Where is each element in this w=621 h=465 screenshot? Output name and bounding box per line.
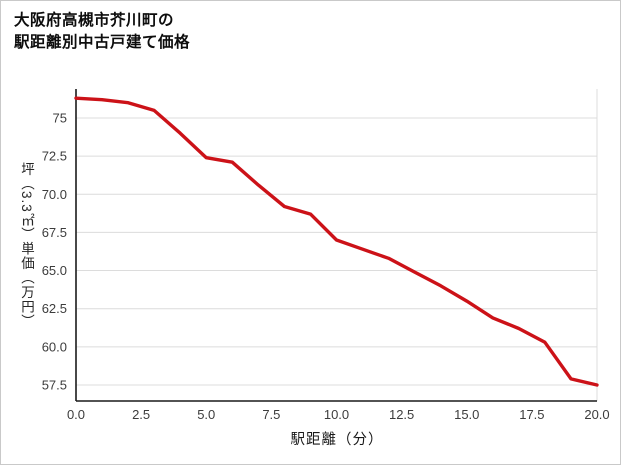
x-tick-label: 17.5 xyxy=(519,407,544,422)
x-tick-label: 0.0 xyxy=(67,407,85,422)
y-tick-label: 62.5 xyxy=(42,301,67,316)
x-tick-label: 7.5 xyxy=(262,407,280,422)
x-tick-label: 2.5 xyxy=(132,407,150,422)
chart-title-line-2: 駅距離別中古戸建て価格 xyxy=(14,34,191,51)
x-tick-label: 20.0 xyxy=(584,407,609,422)
y-tick-label: 70.0 xyxy=(42,187,67,202)
x-tick-label: 10.0 xyxy=(324,407,349,422)
price-line-series xyxy=(74,96,599,387)
y-tick-label: 65.0 xyxy=(42,263,67,278)
chart-title: 大阪府高槻市芥川町の 駅距離別中古戸建て価格 xyxy=(14,10,190,54)
x-tick-label: 15.0 xyxy=(454,407,479,422)
y-tick-label: 72.5 xyxy=(42,149,67,164)
x-tick-label: 12.5 xyxy=(389,407,414,422)
x-axis-label: 駅距離（分） xyxy=(290,432,384,448)
y-axis-label: 坪（3.3㎡）単価（万円） xyxy=(19,161,34,329)
y-tick-label: 75 xyxy=(53,110,67,125)
chart-title-line-1: 大阪府高槻市芥川町の xyxy=(14,12,175,29)
y-tick-label: 67.5 xyxy=(42,225,67,240)
y-tick-label: 60.0 xyxy=(42,339,67,354)
x-tick-label: 5.0 xyxy=(197,407,215,422)
y-tick-label: 57.5 xyxy=(42,377,67,392)
